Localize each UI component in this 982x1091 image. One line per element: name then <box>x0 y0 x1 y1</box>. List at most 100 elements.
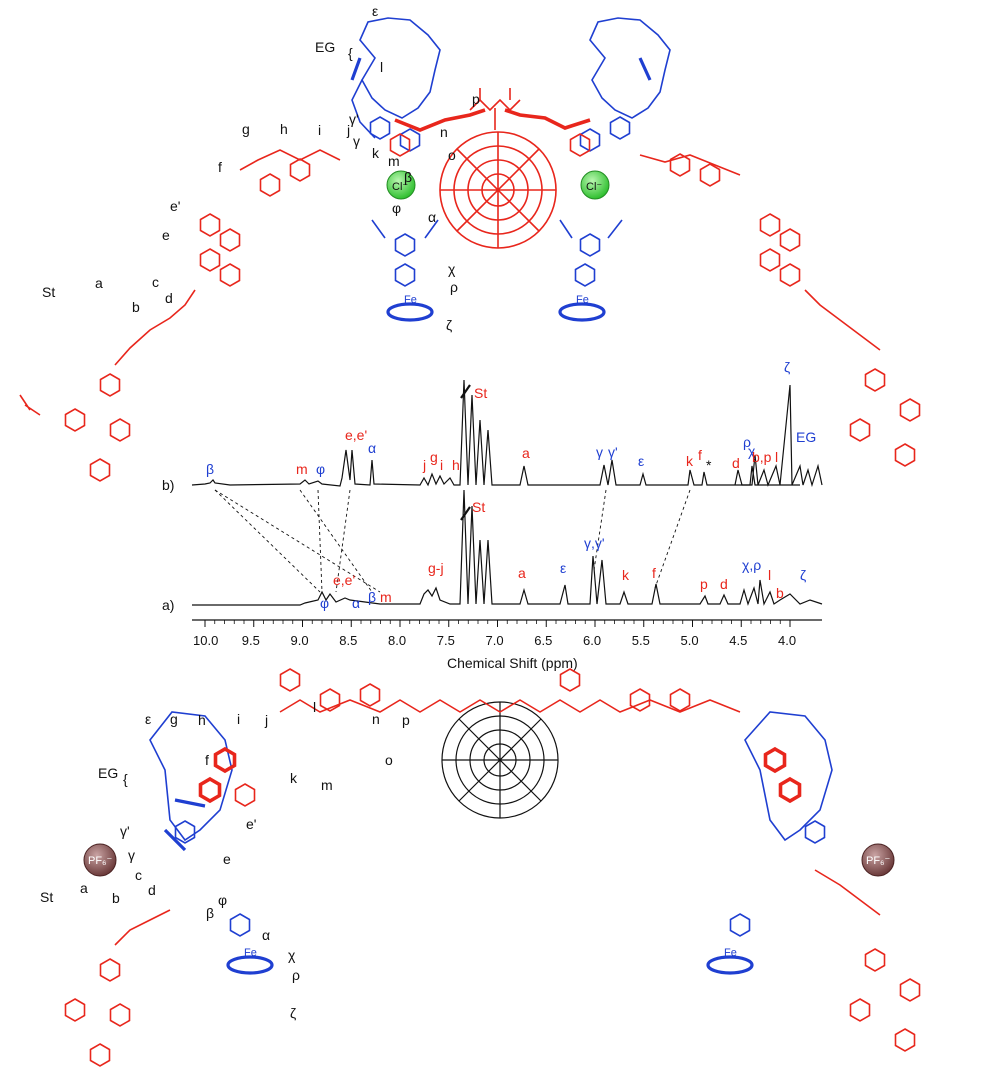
x-tick-label: 7.5 <box>437 633 455 648</box>
top-ester-linker <box>469 88 521 130</box>
lbl-g-top: g <box>242 121 250 137</box>
svg-text:ζ: ζ <box>800 567 806 583</box>
x-tick-label: 9.5 <box>242 633 260 648</box>
bottom-axle <box>279 699 741 713</box>
lbl-j-bottom: j <box>264 712 268 728</box>
svg-text:γ,γ': γ,γ' <box>584 535 605 551</box>
lbl-gamma-bottom: γ <box>128 847 135 863</box>
svg-text:p: p <box>700 576 708 592</box>
lbl-p-top: p <box>472 91 480 107</box>
lbl-m-top: m <box>388 153 400 169</box>
chloride-right: Cl⁻ <box>580 170 610 200</box>
svg-text:d: d <box>720 576 728 592</box>
svg-text:φ: φ <box>320 595 329 611</box>
x-tick-label: 8.5 <box>339 633 357 648</box>
lbl-l-top: l <box>380 59 383 75</box>
svg-text:Fe: Fe <box>724 947 737 959</box>
lbl-zeta-top: ζ <box>446 317 452 333</box>
bottom-right-crown: Fe <box>706 711 921 1052</box>
x-tick-label: 6.5 <box>534 633 552 648</box>
svg-text:St: St <box>474 385 487 401</box>
lbl-l-bottom: l <box>313 699 316 715</box>
lbl-EG-top: EG <box>315 39 335 55</box>
svg-text:f: f <box>652 565 656 581</box>
svg-text:St: St <box>472 499 485 515</box>
pf6-right: PF₆⁻ <box>861 843 895 877</box>
svg-text:d: d <box>732 455 740 471</box>
svg-text:a: a <box>522 445 530 461</box>
svg-text:l: l <box>768 567 771 583</box>
svg-text:g: g <box>430 449 438 465</box>
trace-b-peak-labels: β m φ e,e' α j g i h St a γ γ' ε k f * χ… <box>206 359 816 477</box>
bottom-triazoles <box>279 668 691 712</box>
lbl-phi-top: φ <box>392 200 401 216</box>
svg-text:ε: ε <box>560 560 566 576</box>
trace-b-label: b) <box>162 477 174 493</box>
lbl-a-bottom: a <box>80 880 88 896</box>
lbl-g-bottom: g <box>170 711 178 727</box>
bottom-structure: Fe Fe PF₆⁻ PF₆⁻ <box>40 668 921 1067</box>
lbl-epsilon-bottom: ε <box>145 711 151 727</box>
bottom-fullerene <box>441 701 559 819</box>
svg-text:k: k <box>686 453 694 469</box>
x-tick-label: 6.0 <box>583 633 601 648</box>
x-tick-label: 7.0 <box>486 633 504 648</box>
lbl-St-bottom: St <box>40 889 53 905</box>
svg-text:φ: φ <box>316 461 325 477</box>
top-structure: Cl⁻ Cl⁻ Fe Fe <box>19 3 921 482</box>
x-tick-label: 4.0 <box>778 633 796 648</box>
top-right-arm <box>639 153 921 467</box>
lbl-f-bottom: f <box>205 752 209 768</box>
svg-text:m: m <box>296 461 308 477</box>
nmr-spectra: b) a) 10.0 9.5 9.0 8.5 8.0 7.5 7.0 6.5 6.0 5.5 5.0… <box>162 359 823 671</box>
svg-text:χ: χ <box>748 443 756 459</box>
svg-text:Cl⁻: Cl⁻ <box>392 181 408 193</box>
correlation-lines <box>214 489 691 593</box>
trace-a <box>192 489 823 606</box>
lbl-phi-bottom: φ <box>218 892 227 908</box>
lbl-c-bottom: c <box>135 867 142 883</box>
svg-text:e,e': e,e' <box>333 572 355 588</box>
top-fullerene <box>439 131 557 249</box>
svg-text:b,p: b,p <box>752 449 772 465</box>
lbl-k-bottom: k <box>290 770 298 786</box>
svg-text:γ': γ' <box>608 444 618 460</box>
svg-text:m: m <box>380 589 392 605</box>
svg-text:i: i <box>440 457 443 473</box>
lbl-eprime-top: e' <box>170 198 180 214</box>
lbl-chi-top: χ <box>448 261 456 277</box>
svg-text:Fe: Fe <box>404 294 417 306</box>
svg-text:Cl⁻: Cl⁻ <box>586 181 602 193</box>
x-tick-label: 5.0 <box>681 633 699 648</box>
lbl-n-top: n <box>440 124 448 140</box>
lbl-gamma-prime-top: γ' <box>349 111 359 127</box>
top-right-isophthalamide: Fe <box>558 219 623 322</box>
svg-text:EG: EG <box>796 429 816 445</box>
svg-text:{: { <box>348 45 353 61</box>
svg-text:Fe: Fe <box>576 294 589 306</box>
lbl-n-bottom: n <box>372 711 380 727</box>
lbl-d-bottom: d <box>148 882 156 898</box>
svg-text:*: * <box>706 457 712 473</box>
lbl-h-top: h <box>280 121 288 137</box>
lbl-f-top: f <box>218 159 222 175</box>
svg-text:χ,ρ: χ,ρ <box>742 557 761 573</box>
svg-text:PF₆⁻: PF₆⁻ <box>88 855 112 867</box>
lbl-gamma-top: γ <box>353 133 360 149</box>
x-tick-label: 9.0 <box>291 633 309 648</box>
lbl-alpha-bottom: α <box>262 927 270 943</box>
lbl-j-top: j <box>346 122 350 138</box>
svg-text:j: j <box>422 457 426 473</box>
svg-text:α: α <box>352 595 360 611</box>
svg-text:PF₆⁻: PF₆⁻ <box>866 855 890 867</box>
svg-text:g-j: g-j <box>428 560 444 576</box>
lbl-chi-bottom: χ <box>288 947 296 963</box>
x-ticks: 10.0 9.5 9.0 8.5 8.0 7.5 7.0 6.5 6.0 5.5 5.0 4.5 4.0 <box>193 620 796 648</box>
lbl-o-bottom: o <box>385 752 393 768</box>
svg-text:{: { <box>123 771 128 787</box>
svg-text:k: k <box>622 567 630 583</box>
lbl-St-top: St <box>42 284 55 300</box>
top-axle-core <box>389 108 591 157</box>
bottom-left-crown: Fe <box>64 711 274 1067</box>
